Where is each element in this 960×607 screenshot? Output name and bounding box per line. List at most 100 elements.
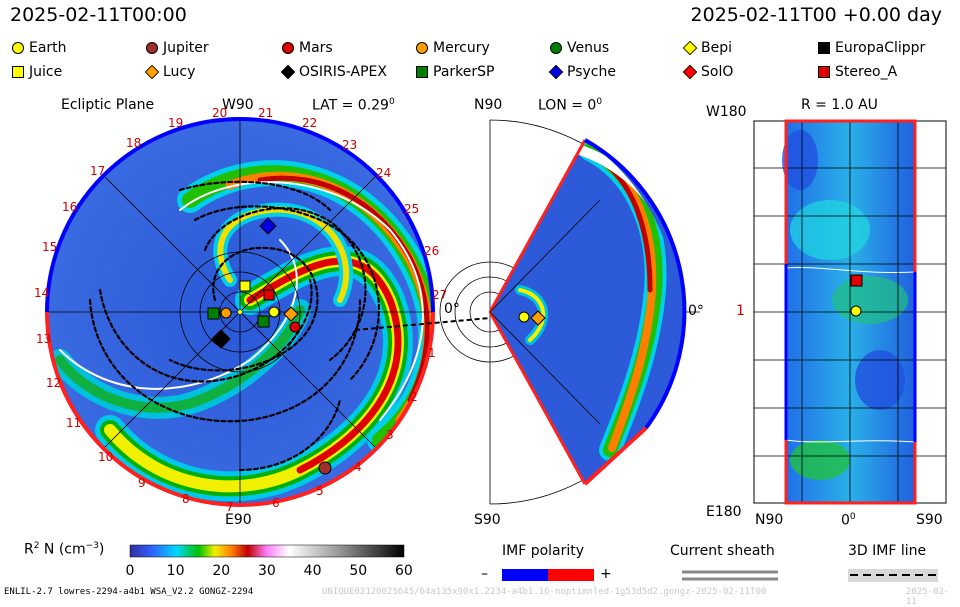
longitude-number-6: 6 bbox=[272, 496, 280, 510]
legend-label: OSIRIS-APEX bbox=[299, 64, 387, 80]
longitude-number-17: 17 bbox=[90, 164, 106, 178]
circle-marker-icon bbox=[146, 42, 158, 54]
longitude-number-8: 8 bbox=[182, 492, 190, 506]
stereo-a-marker bbox=[263, 289, 275, 301]
legend-item-mars: Mars bbox=[282, 40, 333, 56]
colorbar-tick: 30 bbox=[258, 563, 276, 579]
longitude-number-4: 4 bbox=[354, 460, 362, 474]
imf-line-title: 3D IMF line bbox=[848, 543, 927, 559]
right-timestamp: 2025-02-11T00 +0.00 day bbox=[690, 4, 942, 26]
earth-marker bbox=[268, 306, 280, 318]
legend-item-stereo-a: Stereo_A bbox=[818, 64, 897, 80]
longitude-number-23: 23 bbox=[342, 138, 358, 152]
longitude-number-10: 10 bbox=[98, 450, 114, 464]
imf-polarity-bar bbox=[502, 569, 594, 581]
stereo-a-marker-radial bbox=[850, 274, 863, 287]
longitude-number-3: 3 bbox=[386, 428, 394, 442]
footer-run-id: UNIQUE02120025645/64a135x90x1.2234-a4b1.… bbox=[322, 587, 767, 597]
jupiter-marker bbox=[318, 461, 332, 475]
current-sheath-title: Current sheath bbox=[670, 543, 775, 559]
earth-marker-radial bbox=[850, 305, 862, 317]
legend-label: ParkerSP bbox=[433, 64, 495, 80]
ecliptic-top-label: W90 bbox=[222, 97, 254, 113]
legend-label: SolO bbox=[701, 64, 734, 80]
legend-label: Mars bbox=[299, 40, 333, 56]
lucy-marker-meridional bbox=[530, 310, 546, 326]
legend-item-earth: Earth bbox=[12, 40, 67, 56]
colorbar-tick: 10 bbox=[166, 563, 185, 579]
legend-label: Juice bbox=[29, 64, 63, 80]
ecliptic-right-label: 0° bbox=[444, 301, 460, 317]
legend-item-psyche: Psyche bbox=[548, 64, 616, 80]
legend-label: Venus bbox=[567, 40, 610, 56]
legend-item-lucy: Lucy bbox=[144, 64, 196, 80]
footer-model-info: ENLIL-2.7 lowres-2294-a4b1 WSA_V2.2 GONG… bbox=[4, 587, 254, 597]
longitude-number-24: 24 bbox=[376, 166, 392, 180]
radial-axis-right: S90 bbox=[916, 512, 943, 528]
mercury-marker bbox=[220, 307, 232, 319]
longitude-number-15: 15 bbox=[42, 240, 58, 254]
radial-axis-left: N90 bbox=[755, 512, 784, 528]
legend-item-europaclippr: EuropaClippr bbox=[818, 40, 925, 56]
legend-label: Mercury bbox=[433, 40, 490, 56]
longitude-number-19: 19 bbox=[168, 116, 184, 130]
colorbar-tick: 60 bbox=[395, 563, 413, 579]
imf-polarity-title: IMF polarity bbox=[502, 543, 585, 559]
legend-label: Bepi bbox=[701, 40, 732, 56]
colorbar-tick: 20 bbox=[212, 563, 231, 579]
longitude-number-11: 11 bbox=[66, 416, 82, 430]
imf-minus: – bbox=[481, 566, 488, 582]
square-marker-icon bbox=[818, 42, 830, 54]
longitude-number-1: 1 bbox=[428, 346, 436, 360]
imf-line-symbol bbox=[848, 569, 938, 582]
left-timestamp: 2025-02-11T00:00 bbox=[10, 4, 187, 26]
legend-label: Stereo_A bbox=[835, 64, 898, 80]
earth-marker-meridional bbox=[518, 311, 530, 323]
longitude-number-12: 12 bbox=[46, 376, 62, 390]
legend-label: Earth bbox=[29, 40, 67, 56]
ecliptic-objects bbox=[207, 217, 332, 475]
lon-label: LON = 00 bbox=[538, 97, 603, 114]
legend-label: Jupiter bbox=[163, 40, 209, 56]
legend-item-solo: SolO bbox=[682, 64, 734, 80]
legend-item-bepi: Bepi bbox=[682, 40, 732, 56]
meridional-wedge bbox=[439, 119, 700, 505]
circle-marker-icon bbox=[282, 42, 294, 54]
venus-marker bbox=[257, 315, 270, 328]
radial-left-mid: 1 bbox=[736, 303, 745, 319]
lat-label: LAT = 0.290 bbox=[312, 97, 395, 114]
legend-label: Psyche bbox=[567, 64, 616, 80]
colorbar-label: R2 N (cm−3) bbox=[24, 541, 105, 558]
legend-item-mercury: Mercury bbox=[416, 40, 490, 56]
longitude-number-16: 16 bbox=[62, 200, 78, 214]
longitude-number-7: 7 bbox=[226, 500, 234, 514]
radial-top-left: W180 bbox=[706, 104, 747, 120]
mars-marker bbox=[289, 321, 301, 333]
longitude-number-26: 26 bbox=[424, 244, 440, 258]
meridional-right-label: 0° bbox=[688, 303, 704, 319]
longitude-number-27: 27 bbox=[432, 288, 448, 302]
legend-label: Lucy bbox=[163, 64, 196, 80]
longitude-number-25: 25 bbox=[404, 202, 420, 216]
circle-marker-icon bbox=[416, 42, 428, 54]
legend-item-venus: Venus bbox=[550, 40, 609, 56]
circle-marker-icon bbox=[12, 42, 24, 54]
longitude-number-13: 13 bbox=[36, 332, 52, 346]
ecliptic-title: Ecliptic Plane bbox=[61, 97, 155, 113]
longitude-number-22: 22 bbox=[302, 116, 318, 130]
circle-marker-icon bbox=[550, 42, 562, 54]
juice-marker bbox=[239, 280, 251, 292]
meridional-bottom-label: S90 bbox=[474, 512, 501, 528]
longitude-number-9: 9 bbox=[138, 476, 146, 490]
density-colorbar bbox=[129, 544, 405, 558]
lucy-marker bbox=[283, 306, 299, 322]
ecliptic-bottom-label: E90 bbox=[225, 512, 252, 528]
longitude-number-18: 18 bbox=[126, 136, 142, 150]
osiris-apex-marker bbox=[211, 329, 231, 349]
longitude-number-2: 2 bbox=[410, 390, 418, 404]
square-marker-icon bbox=[818, 66, 830, 78]
colorbar-tick: 40 bbox=[303, 563, 322, 579]
square-marker-icon bbox=[12, 66, 24, 78]
longitude-number-5: 5 bbox=[316, 484, 324, 498]
